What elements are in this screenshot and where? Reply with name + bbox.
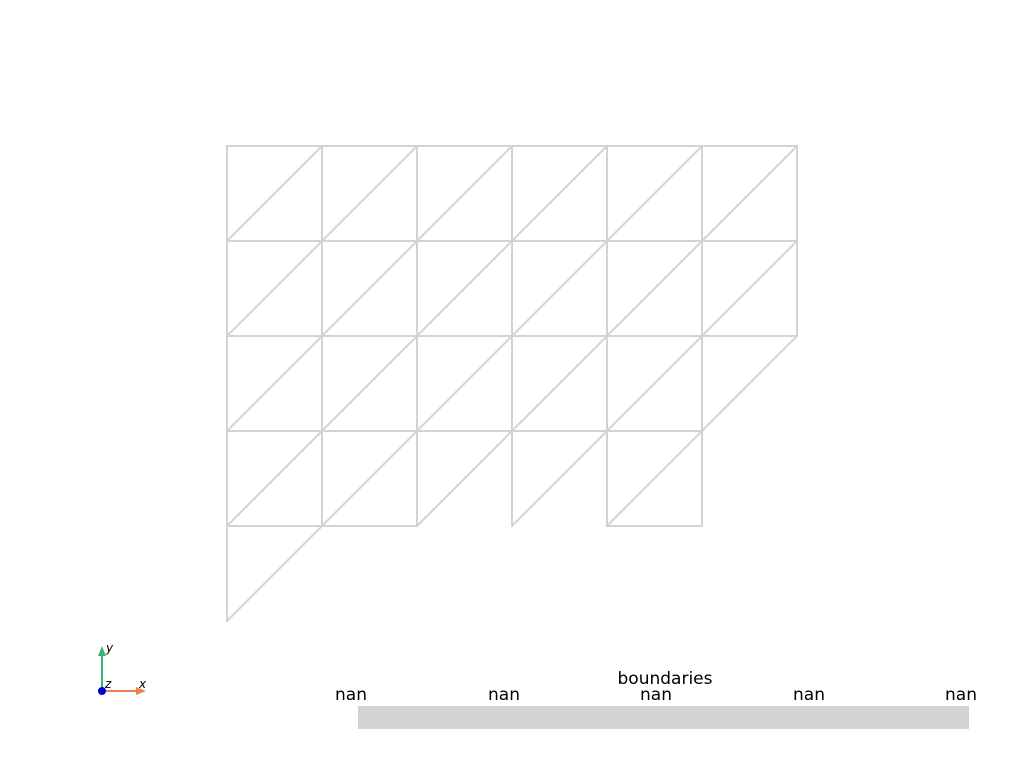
- mesh-edge: [320, 144, 419, 243]
- mesh-edge: [320, 429, 419, 528]
- orientation-axes-widget: y x z: [98, 641, 147, 695]
- mesh-edge: [320, 239, 419, 338]
- x-axis-arrow-icon: [136, 687, 146, 695]
- scalar-bar-tick-label: nan: [488, 685, 520, 705]
- mesh-edge: [700, 334, 799, 433]
- scalar-bar-tick-label: nan: [793, 685, 825, 705]
- mesh-edge: [510, 144, 609, 243]
- mesh-edge: [605, 144, 704, 243]
- mesh-edge: [415, 334, 514, 433]
- mesh-edge: [415, 144, 514, 243]
- mesh-edge: [225, 239, 324, 338]
- y-axis-label: y: [105, 641, 114, 655]
- mesh-edge: [225, 524, 324, 623]
- triangle-mesh: [225, 144, 799, 623]
- mesh-edge: [225, 334, 324, 433]
- mesh-edge: [225, 429, 324, 528]
- mesh-edge: [605, 429, 704, 528]
- mesh-edge: [320, 334, 419, 433]
- mesh-edge: [510, 334, 609, 433]
- mesh-edge: [415, 239, 514, 338]
- mesh-edge: [510, 429, 609, 528]
- y-axis-arrow-icon: [98, 646, 106, 656]
- scalar-bar: [358, 706, 969, 729]
- mesh-edge: [415, 429, 514, 528]
- scalar-bar-tick-label: nan: [945, 685, 977, 705]
- z-axis-label: z: [104, 677, 112, 691]
- mesh-edge: [605, 239, 704, 338]
- z-axis-dot-icon: [98, 687, 106, 695]
- mesh-edge: [700, 144, 799, 243]
- scalar-bar-tick-label: nan: [335, 685, 367, 705]
- mesh-edge: [605, 334, 704, 433]
- mesh-edge: [225, 144, 324, 243]
- scalar-bar-title: boundaries: [617, 669, 713, 689]
- mesh-edge: [510, 239, 609, 338]
- mesh-edge: [700, 239, 799, 338]
- scalar-bar-tick-label: nan: [640, 685, 672, 705]
- x-axis-label: x: [138, 677, 147, 691]
